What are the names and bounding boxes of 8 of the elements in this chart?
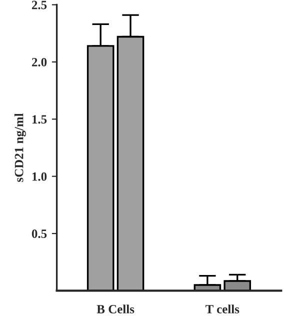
y-axis-title: sCD21 ng/ml (14, 113, 26, 182)
y-tick-label: 2.0 (32, 58, 47, 66)
y-tick-label: 1.5 (32, 115, 47, 124)
y-tick-label: 1.0 (32, 172, 47, 181)
y-tick-label: 0.5 (32, 230, 47, 238)
x-tick-label: T cells (206, 304, 240, 314)
x-tick-label: B Cells (96, 304, 134, 314)
y-tick-label: 2.5 (32, 0, 47, 10)
